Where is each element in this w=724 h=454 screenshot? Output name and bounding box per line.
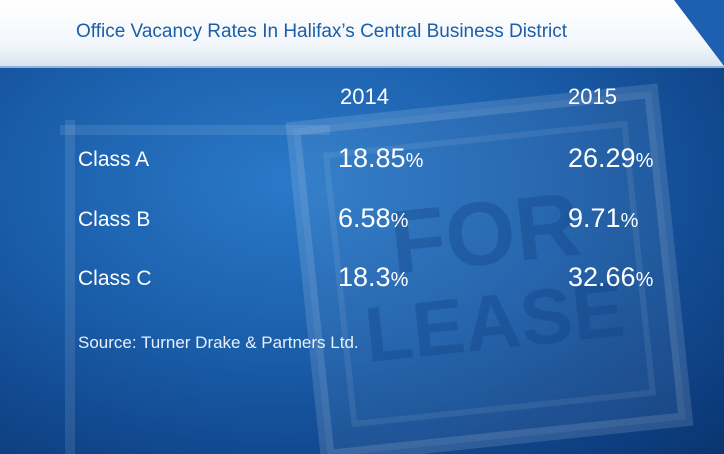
cell-class-a-2015: 26.29% (568, 143, 653, 174)
cell-class-a-2014: 18.85% (338, 143, 423, 174)
cell-class-b-2015: 9.71% (568, 203, 638, 234)
title-bar-corner (674, 0, 724, 66)
cell-value: 6.58 (338, 203, 391, 233)
cell-unit: % (635, 150, 654, 172)
cell-class-c-2014: 18.3% (338, 262, 408, 293)
cell-value: 18.85 (338, 143, 406, 173)
title-bar: Office Vacancy Rates In Halifax’s Centra… (0, 0, 724, 68)
source-note: Source: Turner Drake & Partners Ltd. (78, 333, 359, 352)
cell-class-b-2014: 6.58% (338, 203, 408, 234)
chart-title: Office Vacancy Rates In Halifax’s Centra… (76, 21, 568, 42)
cell-unit: % (390, 210, 409, 232)
cell-value: 26.29 (568, 143, 636, 173)
row-label-class-a: Class A (78, 148, 150, 171)
cell-unit: % (635, 269, 654, 291)
cell-value: 9.71 (568, 203, 621, 233)
column-header-2015: 2015 (568, 84, 617, 109)
row-label-class-b: Class B (78, 208, 151, 231)
cell-unit: % (390, 269, 409, 291)
cell-value: 18.3 (338, 262, 391, 292)
cell-unit: % (405, 150, 424, 172)
cell-class-c-2015: 32.66% (568, 262, 653, 293)
cell-unit: % (620, 210, 639, 232)
sign-text-for: FOR (386, 175, 585, 294)
cell-value: 32.66 (568, 262, 636, 292)
column-header-2014: 2014 (340, 84, 389, 109)
row-label-class-c: Class C (78, 267, 152, 290)
